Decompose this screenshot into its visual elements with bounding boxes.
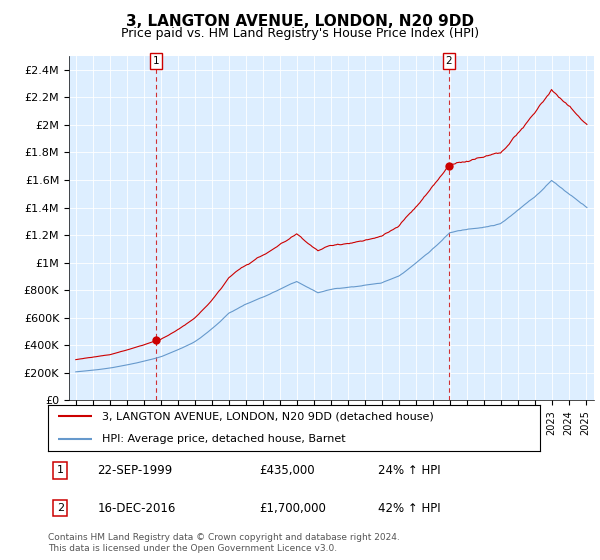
Text: 3, LANGTON AVENUE, LONDON, N20 9DD: 3, LANGTON AVENUE, LONDON, N20 9DD [126, 14, 474, 29]
Text: 2: 2 [446, 56, 452, 66]
Text: 24% ↑ HPI: 24% ↑ HPI [377, 464, 440, 477]
Text: Contains HM Land Registry data © Crown copyright and database right 2024.
This d: Contains HM Land Registry data © Crown c… [48, 533, 400, 553]
Text: Price paid vs. HM Land Registry's House Price Index (HPI): Price paid vs. HM Land Registry's House … [121, 27, 479, 40]
Text: £1,700,000: £1,700,000 [260, 502, 326, 515]
Text: 3, LANGTON AVENUE, LONDON, N20 9DD (detached house): 3, LANGTON AVENUE, LONDON, N20 9DD (deta… [102, 412, 434, 421]
Text: 2: 2 [57, 503, 64, 513]
Text: 42% ↑ HPI: 42% ↑ HPI [377, 502, 440, 515]
Text: 16-DEC-2016: 16-DEC-2016 [97, 502, 176, 515]
Text: HPI: Average price, detached house, Barnet: HPI: Average price, detached house, Barn… [102, 435, 346, 444]
Text: 22-SEP-1999: 22-SEP-1999 [97, 464, 172, 477]
Text: 1: 1 [57, 465, 64, 475]
Text: 1: 1 [152, 56, 160, 66]
Text: £435,000: £435,000 [260, 464, 315, 477]
